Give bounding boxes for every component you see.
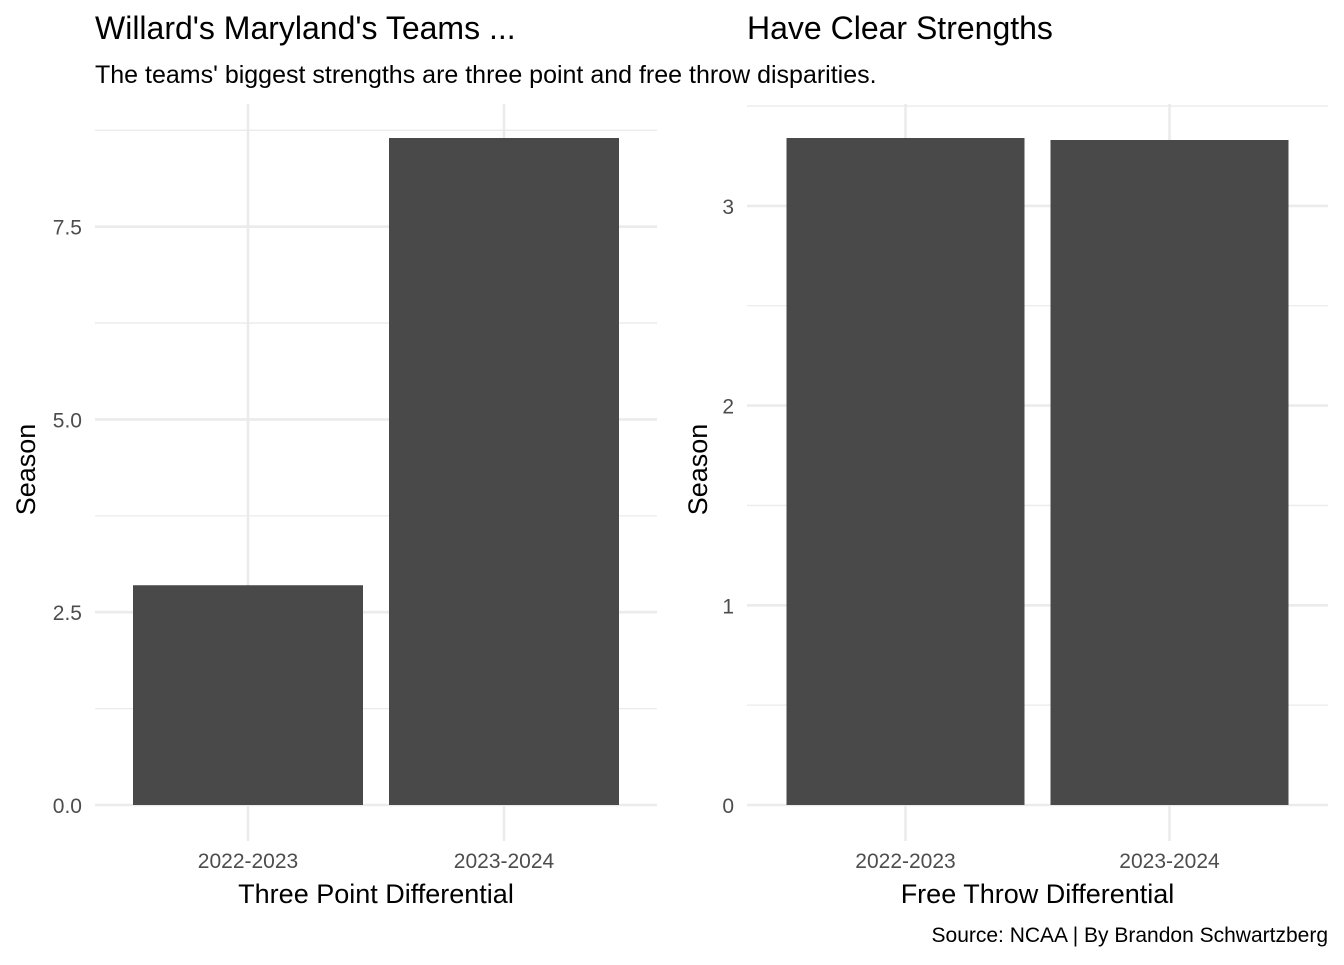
panel-three-point: 0.0 2.5 5.0 7.5 2022-2023 2023-2024 Three Poin… <box>11 104 657 909</box>
bar-free-throw-2022-2023 <box>786 138 1025 805</box>
panel-free-throw: 0 1 2 3 2022-2023 2023-2024 Free Throw Differe… <box>683 104 1328 909</box>
y-tick-label: 5.0 <box>53 409 82 432</box>
bar-free-throw-2023-2024 <box>1050 139 1289 805</box>
y-tick-label: 0.0 <box>53 795 82 818</box>
y-tick-label: 2 <box>722 396 734 419</box>
y-tick-label: 7.5 <box>53 217 82 240</box>
x-tick-label: 2022-2023 <box>198 850 298 873</box>
x-axis-title: Free Throw Differential <box>901 879 1175 909</box>
x-tick-label: 2023-2024 <box>1119 850 1220 873</box>
y-axis-title: Season <box>11 424 41 516</box>
x-tick-label: 2022-2023 <box>855 850 955 873</box>
chart-subtitle: The teams' biggest strengths are three p… <box>95 61 877 89</box>
y-axis-title: Season <box>683 424 713 516</box>
x-tick-label: 2023-2024 <box>454 850 555 873</box>
left-panel-title: Willard's Maryland's Teams ... <box>95 10 516 46</box>
y-tick-label: 0 <box>722 795 734 818</box>
bar-three-point-2022-2023 <box>133 585 363 805</box>
y-tick-label: 2.5 <box>53 602 82 625</box>
chart-caption: Source: NCAA | By Brandon Schwartzberg <box>932 924 1328 947</box>
bar-three-point-2023-2024 <box>389 138 619 805</box>
x-axis-title: Three Point Differential <box>238 879 514 909</box>
y-tick-label: 3 <box>722 196 734 219</box>
right-panel-title: Have Clear Strengths <box>747 10 1053 46</box>
y-tick-label: 1 <box>722 595 734 618</box>
